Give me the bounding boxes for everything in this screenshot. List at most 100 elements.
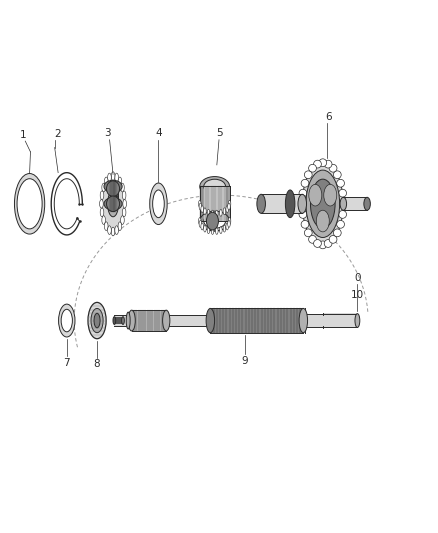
Ellipse shape bbox=[201, 223, 203, 230]
Ellipse shape bbox=[204, 208, 206, 215]
Ellipse shape bbox=[207, 227, 210, 233]
Ellipse shape bbox=[108, 191, 119, 217]
Ellipse shape bbox=[215, 210, 218, 217]
Ellipse shape bbox=[104, 198, 122, 210]
Bar bbox=[200, 187, 230, 221]
Bar bbox=[305, 313, 357, 327]
Ellipse shape bbox=[104, 177, 108, 185]
Ellipse shape bbox=[309, 164, 316, 172]
Text: 1: 1 bbox=[20, 130, 26, 140]
Ellipse shape bbox=[223, 208, 226, 215]
Ellipse shape bbox=[226, 223, 229, 230]
Ellipse shape bbox=[329, 236, 337, 243]
Ellipse shape bbox=[110, 197, 116, 211]
Ellipse shape bbox=[298, 200, 306, 208]
Bar bbox=[204, 187, 226, 221]
Text: 10: 10 bbox=[351, 290, 364, 300]
Ellipse shape bbox=[333, 171, 341, 179]
Ellipse shape bbox=[339, 189, 346, 197]
Bar bbox=[323, 313, 357, 328]
Ellipse shape bbox=[198, 200, 201, 207]
Ellipse shape bbox=[17, 179, 42, 229]
Ellipse shape bbox=[299, 309, 307, 333]
Ellipse shape bbox=[339, 200, 347, 208]
Ellipse shape bbox=[111, 172, 115, 181]
Ellipse shape bbox=[102, 183, 106, 192]
Bar bbox=[210, 309, 304, 333]
Ellipse shape bbox=[329, 164, 337, 172]
Ellipse shape bbox=[286, 190, 295, 217]
Ellipse shape bbox=[115, 173, 118, 182]
Ellipse shape bbox=[59, 304, 75, 337]
Ellipse shape bbox=[91, 309, 103, 333]
Ellipse shape bbox=[128, 310, 135, 331]
Ellipse shape bbox=[339, 211, 346, 219]
Ellipse shape bbox=[215, 228, 218, 235]
Bar bbox=[109, 187, 117, 204]
Ellipse shape bbox=[314, 240, 321, 247]
Ellipse shape bbox=[104, 180, 122, 193]
Ellipse shape bbox=[298, 195, 307, 213]
Ellipse shape bbox=[122, 317, 124, 325]
Ellipse shape bbox=[14, 174, 45, 234]
Ellipse shape bbox=[337, 221, 344, 228]
Ellipse shape bbox=[226, 206, 229, 213]
Ellipse shape bbox=[340, 197, 346, 211]
Text: 7: 7 bbox=[64, 358, 70, 368]
Ellipse shape bbox=[108, 173, 111, 182]
Ellipse shape bbox=[199, 221, 201, 228]
Ellipse shape bbox=[337, 180, 344, 187]
Ellipse shape bbox=[301, 221, 309, 228]
Ellipse shape bbox=[306, 170, 339, 238]
Ellipse shape bbox=[198, 217, 201, 224]
Ellipse shape bbox=[106, 181, 120, 197]
Ellipse shape bbox=[150, 183, 167, 224]
Ellipse shape bbox=[333, 229, 341, 237]
Ellipse shape bbox=[228, 221, 230, 228]
Ellipse shape bbox=[200, 176, 230, 197]
Text: 9: 9 bbox=[242, 356, 248, 366]
Bar bbox=[132, 310, 166, 331]
Ellipse shape bbox=[104, 222, 108, 230]
Ellipse shape bbox=[204, 179, 226, 194]
Ellipse shape bbox=[219, 227, 222, 233]
Ellipse shape bbox=[199, 203, 201, 210]
Bar bbox=[110, 189, 117, 204]
Ellipse shape bbox=[304, 229, 312, 237]
Ellipse shape bbox=[319, 159, 327, 167]
Ellipse shape bbox=[223, 225, 226, 232]
Ellipse shape bbox=[211, 210, 214, 217]
Ellipse shape bbox=[100, 208, 104, 217]
Bar bbox=[114, 315, 357, 326]
Ellipse shape bbox=[206, 309, 215, 333]
Ellipse shape bbox=[122, 191, 126, 199]
Ellipse shape bbox=[257, 195, 265, 213]
Ellipse shape bbox=[94, 313, 100, 328]
Ellipse shape bbox=[162, 310, 170, 331]
Ellipse shape bbox=[324, 160, 332, 168]
Ellipse shape bbox=[301, 180, 309, 187]
Ellipse shape bbox=[99, 199, 103, 208]
Ellipse shape bbox=[211, 228, 214, 235]
Ellipse shape bbox=[219, 209, 222, 216]
Bar bbox=[261, 195, 302, 213]
Ellipse shape bbox=[126, 312, 130, 329]
Ellipse shape bbox=[299, 211, 307, 219]
Ellipse shape bbox=[324, 240, 332, 247]
Text: 6: 6 bbox=[325, 112, 332, 122]
Text: 2: 2 bbox=[54, 129, 60, 139]
Ellipse shape bbox=[319, 241, 327, 249]
Text: 8: 8 bbox=[94, 359, 100, 369]
Text: 5: 5 bbox=[216, 128, 223, 139]
Ellipse shape bbox=[153, 190, 164, 217]
Ellipse shape bbox=[207, 209, 210, 216]
Ellipse shape bbox=[355, 313, 360, 327]
Ellipse shape bbox=[304, 171, 312, 179]
Ellipse shape bbox=[100, 191, 104, 199]
Ellipse shape bbox=[201, 206, 203, 213]
Ellipse shape bbox=[106, 196, 120, 212]
Ellipse shape bbox=[88, 302, 106, 338]
Ellipse shape bbox=[309, 236, 316, 243]
Ellipse shape bbox=[299, 189, 307, 197]
Ellipse shape bbox=[113, 317, 116, 325]
